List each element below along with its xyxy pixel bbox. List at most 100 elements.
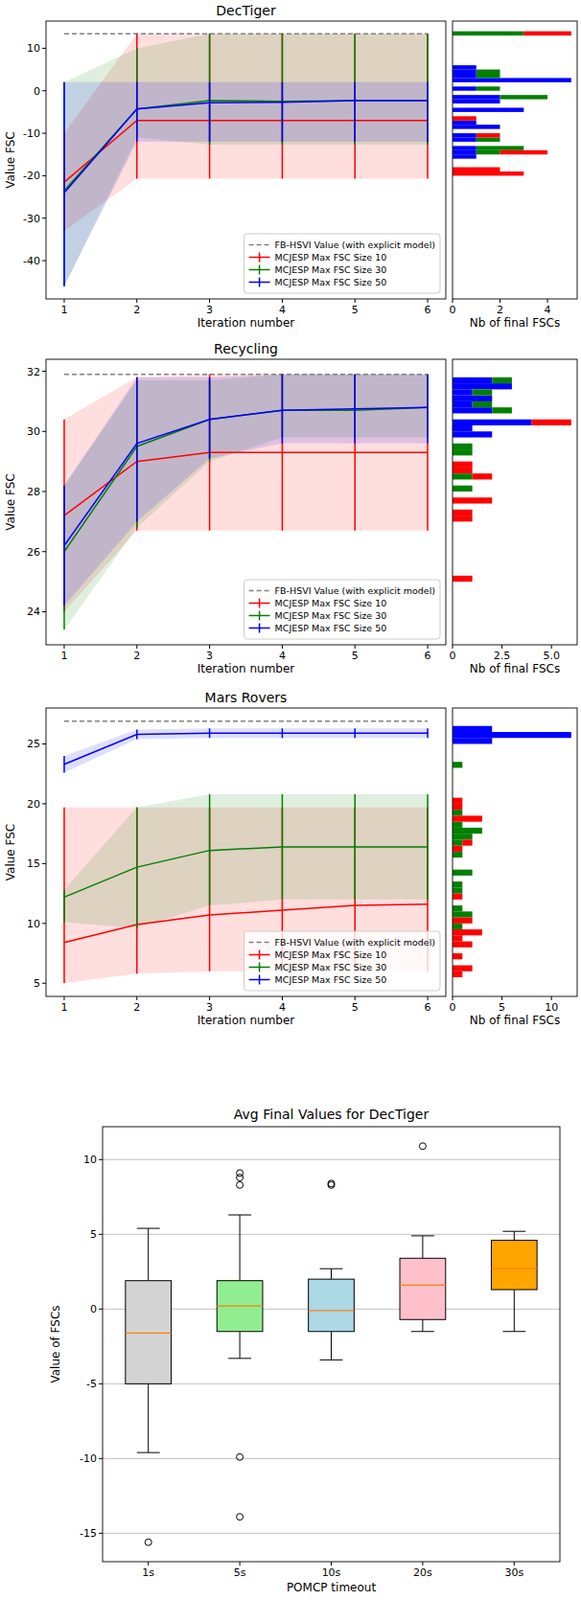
whisker-cap (137, 1229, 161, 1231)
hist-bar (511, 383, 512, 390)
legend-errorbar (258, 963, 261, 974)
hist-bar (452, 828, 483, 835)
whisker-cap (502, 1331, 526, 1333)
hist-bar (472, 473, 493, 480)
hist-bar (452, 395, 492, 402)
legend-errorbar (258, 278, 261, 288)
y-tick (42, 90, 47, 92)
error-bar (353, 33, 356, 145)
hist-bar (511, 377, 512, 384)
whisker-cap (228, 1358, 252, 1360)
whisker (239, 1215, 241, 1282)
hist-bar (476, 73, 501, 78)
error-bar (353, 82, 356, 142)
whisker-cap (137, 1453, 161, 1455)
axes-frame (46, 21, 446, 300)
hist-bar (452, 882, 463, 888)
whisker (147, 1384, 149, 1454)
x-tick-label: 3 (206, 303, 213, 317)
whisker (147, 1229, 149, 1282)
error-bar (63, 486, 66, 631)
axes-frame (452, 21, 578, 300)
hist-bar (452, 73, 477, 78)
error-bar (63, 486, 66, 606)
hist-bar (452, 154, 477, 159)
hist-bar (452, 145, 477, 150)
hist-bar (452, 918, 473, 925)
x-tick-label: 5s (233, 1567, 247, 1581)
x-tick (354, 997, 356, 1001)
x-tick-label: 1s (141, 1567, 155, 1581)
hist-bar (452, 473, 473, 480)
x-tick-label: 2 (133, 303, 140, 317)
series-line (64, 100, 428, 191)
y-axis-label: Value FSC (3, 473, 18, 531)
hist-bar (491, 401, 493, 408)
hist-bar (472, 401, 493, 408)
error-bar (426, 82, 429, 142)
y-tick (42, 611, 47, 613)
hist-bar (452, 171, 524, 176)
median (399, 1285, 446, 1287)
legend-label: MCJESP Max FSC Size 50 (275, 623, 388, 634)
hist-bar (471, 443, 473, 450)
x-tick-label: 0 (449, 1001, 457, 1015)
y-tick-label: 26 (26, 546, 41, 559)
hist-bar (476, 133, 501, 138)
y-tick (42, 803, 47, 805)
y-tick (42, 863, 47, 865)
error-bar (426, 33, 429, 179)
legend-errorbar (258, 951, 261, 961)
x-tick (136, 645, 138, 650)
y-tick-label: 15 (26, 858, 41, 871)
axes-frame (452, 708, 578, 998)
hist-bar (462, 887, 464, 894)
whisker (421, 1236, 423, 1259)
hist-bar (452, 467, 473, 474)
grid-line (102, 1533, 560, 1535)
x-tick-label: 0 (449, 303, 457, 317)
hist-bar (452, 515, 473, 522)
x-tick-label: 6 (424, 650, 432, 663)
hist-bar (491, 407, 512, 414)
x-tick (427, 997, 429, 1001)
x-axis-label: Nb of final FSCs (469, 662, 560, 676)
error-bar (353, 374, 356, 532)
y-tick (42, 983, 47, 985)
y-tick (42, 551, 47, 553)
whisker (513, 1231, 515, 1241)
x-tick-label: 0 (449, 650, 457, 663)
x-tick (551, 645, 553, 650)
hist-bar (452, 942, 473, 949)
axes-frame (46, 708, 446, 998)
error-bar (281, 728, 284, 739)
legend-box (244, 931, 441, 992)
hist-bar (452, 486, 473, 492)
hist-bar (471, 449, 473, 456)
x-axis-label: Nb of final FSCs (469, 316, 560, 330)
hist-bar (452, 107, 524, 112)
error-bar (281, 794, 284, 901)
hist-bar (452, 911, 473, 918)
x-tick-label: 6 (424, 1001, 432, 1015)
hist-bar (491, 389, 493, 396)
error-bar (136, 808, 139, 930)
median (490, 1269, 537, 1271)
hist-bar (462, 822, 464, 829)
legend-box (244, 580, 441, 640)
error-bar (209, 374, 211, 532)
hist-bar (471, 486, 473, 492)
hist-bar (500, 94, 549, 99)
x-tick (209, 997, 210, 1001)
x-tick (427, 299, 429, 303)
x-tick-label: 5.0 (542, 650, 560, 663)
whisker (330, 1269, 332, 1280)
figure: DecTiger-40-30-20-10010123456Iteration n… (0, 0, 581, 1600)
hist-bar (471, 911, 473, 918)
y-tick-label: 30 (26, 425, 41, 439)
hist-bar (452, 972, 463, 978)
hist-bar (462, 906, 464, 912)
x-tick-label: 2 (133, 1001, 140, 1015)
hist-bar (462, 762, 464, 768)
y-tick (98, 1234, 103, 1236)
